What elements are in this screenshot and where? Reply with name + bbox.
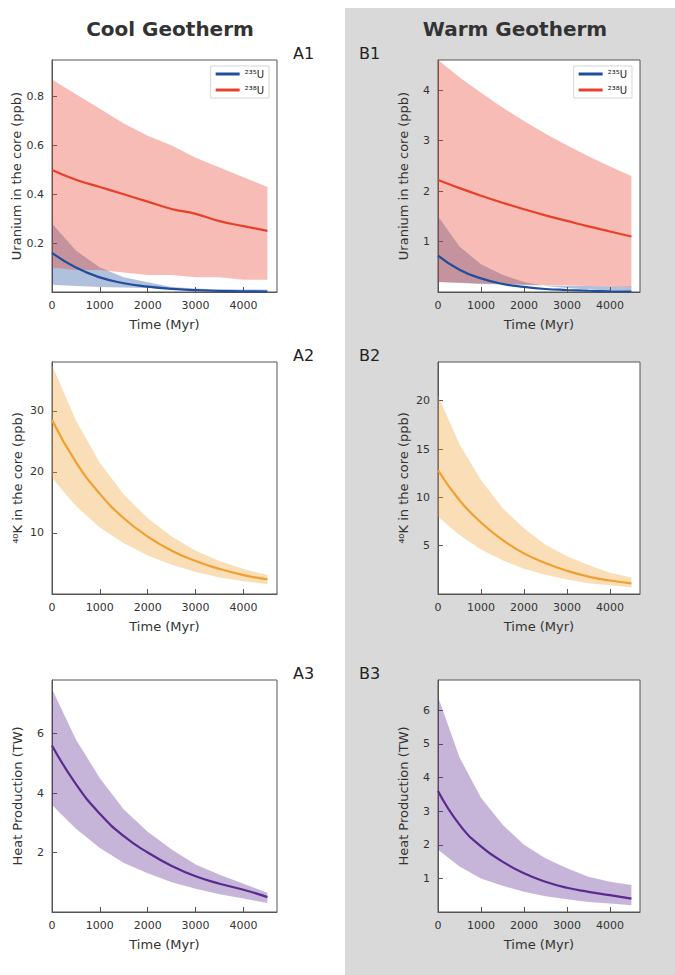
svg-text:Time (Myr): Time (Myr) xyxy=(503,619,574,634)
svg-text:3000: 3000 xyxy=(553,919,581,932)
svg-text:6: 6 xyxy=(423,704,430,717)
svg-text:3: 3 xyxy=(423,805,430,818)
svg-text:0.6: 0.6 xyxy=(27,139,45,152)
svg-text:0: 0 xyxy=(49,299,56,312)
svg-text:2000: 2000 xyxy=(510,299,538,312)
svg-text:0: 0 xyxy=(49,601,56,614)
svg-text:4000: 4000 xyxy=(229,919,257,932)
svg-text:Time (Myr): Time (Myr) xyxy=(128,317,199,332)
svg-text:3000: 3000 xyxy=(553,299,581,312)
svg-text:1000: 1000 xyxy=(467,299,495,312)
svg-text:4000: 4000 xyxy=(229,299,257,312)
svg-text:Cool Geotherm: Cool Geotherm xyxy=(86,17,254,41)
svg-text:B2: B2 xyxy=(359,346,380,365)
svg-text:0: 0 xyxy=(435,299,442,312)
svg-text:4000: 4000 xyxy=(596,919,624,932)
svg-text:2: 2 xyxy=(423,185,430,198)
svg-text:²³⁵U: ²³⁵U xyxy=(608,69,627,80)
svg-text:30: 30 xyxy=(30,404,44,417)
svg-text:20: 20 xyxy=(416,394,430,407)
svg-text:²³⁵U: ²³⁵U xyxy=(245,69,264,80)
svg-text:4: 4 xyxy=(423,771,430,784)
svg-text:⁴⁰K in the core (ppb): ⁴⁰K in the core (ppb) xyxy=(396,412,411,544)
svg-text:20: 20 xyxy=(30,465,44,478)
svg-text:10: 10 xyxy=(416,491,430,504)
svg-text:10: 10 xyxy=(30,526,44,539)
svg-text:2000: 2000 xyxy=(510,601,538,614)
svg-text:3: 3 xyxy=(423,134,430,147)
svg-text:Heat Production (TW): Heat Production (TW) xyxy=(396,726,411,865)
svg-text:0: 0 xyxy=(435,601,442,614)
svg-text:4: 4 xyxy=(423,84,430,97)
svg-text:⁴⁰K in the core (ppb): ⁴⁰K in the core (ppb) xyxy=(10,412,25,544)
svg-text:0: 0 xyxy=(435,919,442,932)
svg-text:Warm Geotherm: Warm Geotherm xyxy=(423,17,607,41)
svg-text:Time (Myr): Time (Myr) xyxy=(503,317,574,332)
svg-text:15: 15 xyxy=(416,443,430,456)
svg-text:4: 4 xyxy=(37,787,44,800)
svg-text:1000: 1000 xyxy=(467,601,495,614)
svg-text:A1: A1 xyxy=(293,44,314,63)
svg-text:²³⁸U: ²³⁸U xyxy=(608,85,627,96)
svg-text:3000: 3000 xyxy=(553,601,581,614)
svg-text:0: 0 xyxy=(49,919,56,932)
svg-text:1000: 1000 xyxy=(86,919,114,932)
svg-text:Time (Myr): Time (Myr) xyxy=(128,937,199,952)
svg-text:2: 2 xyxy=(37,846,44,859)
svg-text:Time (Myr): Time (Myr) xyxy=(503,937,574,952)
svg-text:1000: 1000 xyxy=(86,299,114,312)
svg-text:5: 5 xyxy=(423,737,430,750)
svg-text:2000: 2000 xyxy=(134,601,162,614)
svg-text:4000: 4000 xyxy=(596,299,624,312)
svg-text:3000: 3000 xyxy=(182,299,210,312)
svg-text:B3: B3 xyxy=(359,664,380,683)
svg-text:1: 1 xyxy=(423,235,430,248)
svg-text:1000: 1000 xyxy=(467,919,495,932)
svg-text:2: 2 xyxy=(423,838,430,851)
svg-text:Uranium in the core (ppb): Uranium in the core (ppb) xyxy=(9,92,24,260)
svg-text:2000: 2000 xyxy=(134,919,162,932)
svg-text:4000: 4000 xyxy=(596,601,624,614)
svg-text:3000: 3000 xyxy=(182,601,210,614)
svg-text:A2: A2 xyxy=(293,346,314,365)
svg-text:0.2: 0.2 xyxy=(27,237,45,250)
svg-text:6: 6 xyxy=(37,727,44,740)
svg-text:²³⁸U: ²³⁸U xyxy=(245,85,264,96)
svg-text:A3: A3 xyxy=(293,664,314,683)
svg-text:4000: 4000 xyxy=(229,601,257,614)
svg-text:5: 5 xyxy=(423,539,430,552)
svg-text:0.8: 0.8 xyxy=(27,90,45,103)
svg-text:Heat Production (TW): Heat Production (TW) xyxy=(10,726,25,865)
svg-text:3000: 3000 xyxy=(182,919,210,932)
svg-text:0.4: 0.4 xyxy=(27,188,45,201)
svg-text:1000: 1000 xyxy=(86,601,114,614)
svg-text:B1: B1 xyxy=(359,44,380,63)
svg-text:Uranium in the core (ppb): Uranium in the core (ppb) xyxy=(396,92,411,260)
svg-text:2000: 2000 xyxy=(134,299,162,312)
svg-text:1: 1 xyxy=(423,872,430,885)
svg-text:2000: 2000 xyxy=(510,919,538,932)
svg-text:Time (Myr): Time (Myr) xyxy=(128,619,199,634)
